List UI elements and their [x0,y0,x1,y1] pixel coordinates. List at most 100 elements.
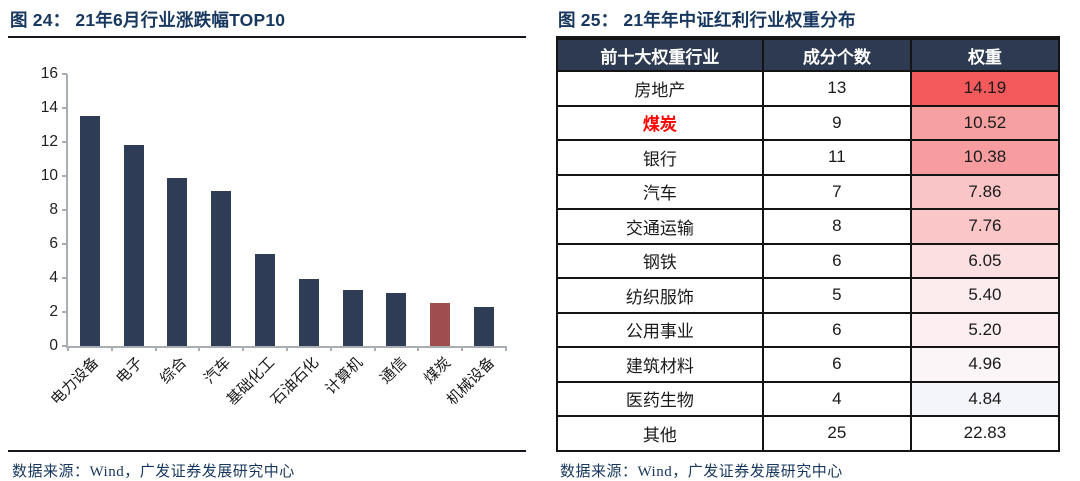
cell-industry: 公用事业 [556,311,764,348]
x-label-基础化工: 基础化工 [223,353,279,409]
x-label-综合: 综合 [156,353,191,387]
y-tick-0: 0 [49,337,67,355]
industry-change-bar-chart: 0 2 4 6 8 10 12 14 16 [41,65,507,354]
bar-汽车 [211,191,232,346]
figure-24-bottom-rule [8,450,526,452]
cell-industry: 钢铁 [556,242,764,279]
bar-slot [112,74,156,346]
cell-weight: 7.76 [909,208,1061,245]
cell-count: 6 [761,311,912,348]
cell-industry: 建筑材料 [556,346,764,383]
bar-slot [418,74,462,346]
bar-slot [243,74,287,346]
cell-industry: 煤炭 [556,104,764,141]
bar-slot [331,74,375,346]
cell-count: 5 [761,277,912,314]
x-axis-tick [242,345,245,351]
y-tick-mark [62,106,67,109]
bars [68,74,506,346]
bar-综合 [167,177,188,346]
cell-count: 25 [761,415,912,452]
bar-石油石化 [298,279,319,346]
bar-slot [287,74,331,346]
figure-25-source: 数据来源：Wind，广发证券发展研究中心 [560,463,843,480]
table-row: 银行 11 10.38 [556,139,1061,176]
weights-table-body: 房地产 13 14.19 煤炭 9 10.52 银行 11 10.38 汽车 7 7.86 交通运输 8 7… [556,70,1061,452]
cell-industry: 其他 [556,415,764,452]
cell-weight: 5.40 [909,277,1061,314]
x-axis-tick [198,345,201,351]
cell-industry: 纺织服饰 [556,277,764,314]
y-tick-12: 12 [41,133,67,151]
x-label-电子: 电子 [112,353,147,387]
x-label-汽车: 汽车 [200,353,235,387]
y-tick-label: 6 [49,234,58,252]
cell-count: 4 [761,380,912,417]
table-row: 钢铁 6 6.05 [556,242,1061,279]
bar-slot [375,74,419,346]
table-row: 汽车 7 7.86 [556,173,1061,210]
figure-25-panel: 图 25： 21年年中证红利行业权重分布 前十大权重行业 成分个数 权重 房地产… [540,0,1080,481]
x-axis-category-labels: 电力设备 电子 综合 汽车 基础化工 石油石化 计算机 通信 煤炭 机械设备 [48,348,506,442]
table-row: 房地产 13 14.19 [556,70,1061,107]
y-tick-mark [62,174,67,177]
cell-count: 11 [761,139,912,176]
x-axis-tick [373,345,376,351]
header-weight: 权重 [909,38,1061,72]
figure-25-title-rule [556,36,1060,38]
y-tick-mark [62,344,67,347]
y-tick-label: 0 [49,336,58,354]
table-row: 其他 25 22.83 [556,415,1061,452]
y-tick-mark [62,310,67,313]
bar-煤炭 [430,303,451,346]
bar-基础化工 [255,253,276,346]
y-tick-mark [62,276,67,279]
figure-24-panel: 图 24： 21年6月行业涨跌幅TOP10 0 2 4 6 8 10 12 14 16 电力设备… [8,10,526,480]
table-row: 交通运输 8 7.76 [556,208,1061,245]
y-tick-6: 6 [49,235,67,253]
x-axis-tick [329,345,332,351]
cell-weight: 10.38 [909,139,1061,176]
x-label-计算机: 计算机 [322,353,367,398]
table-row: 建筑材料 6 4.96 [556,346,1061,383]
figure-24-title-rule [8,36,526,38]
cell-weight: 14.19 [909,70,1061,107]
y-tick-14: 14 [41,99,67,117]
y-tick-label: 2 [49,302,58,320]
cell-count: 8 [761,208,912,245]
cell-count: 9 [761,104,912,141]
table-header-row: 前十大权重行业 成分个数 权重 [556,38,1061,72]
bar-通信 [386,292,407,346]
y-tick-2: 2 [49,303,67,321]
header-industry: 前十大权重行业 [556,38,764,72]
cell-count: 7 [761,173,912,210]
cell-industry: 房地产 [556,70,764,107]
y-tick-16: 16 [41,65,67,83]
x-label-煤炭: 煤炭 [420,353,455,387]
y-tick-mark [62,73,67,75]
bar-电子 [123,145,144,346]
table-row: 医药生物 4 4.84 [556,380,1061,417]
cell-weight: 5.20 [909,311,1061,348]
bar-机械设备 [474,306,495,346]
bar-slot [68,74,112,346]
x-label-电力设备: 电力设备 [47,353,103,409]
industry-weights-table: 前十大权重行业 成分个数 权重 房地产 13 14.19 煤炭 9 10.52 银行 11 10… [556,38,1061,452]
bar-slot [462,74,506,346]
cell-weight: 10.52 [909,104,1061,141]
y-tick-label: 4 [49,268,58,286]
cell-count: 13 [761,70,912,107]
cell-weight: 4.96 [909,346,1061,383]
cell-weight: 22.83 [909,415,1061,452]
table-row: 纺织服饰 5 5.40 [556,277,1061,314]
y-tick-mark [62,140,67,143]
x-axis-tick [110,345,113,351]
cell-weight: 7.86 [909,173,1061,210]
figure-24-source: 数据来源：Wind，广发证券发展研究中心 [12,464,295,480]
y-tick-label: 12 [40,132,58,150]
y-tick-label: 10 [40,166,58,184]
y-tick-label: 16 [40,65,58,82]
figure-24-title: 图 24： 21年6月行业涨跌幅TOP10 [10,10,286,30]
y-tick-4: 4 [49,269,67,287]
